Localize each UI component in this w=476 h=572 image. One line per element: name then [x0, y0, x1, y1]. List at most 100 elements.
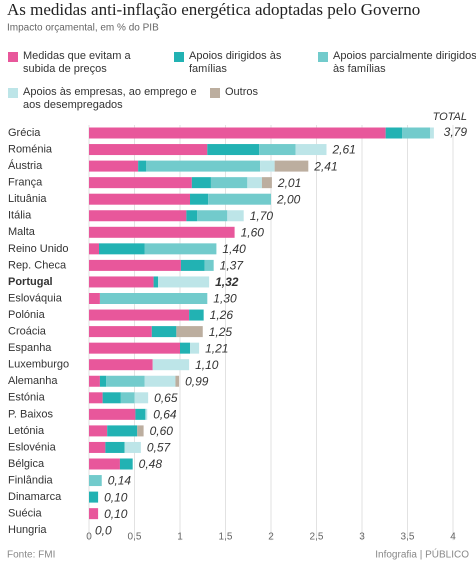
total-label: 2,00	[276, 192, 301, 206]
bar-segment	[189, 309, 204, 321]
legend-label: Apoios parcialmente dirigidos às família…	[333, 50, 476, 75]
bar-segment	[134, 392, 149, 404]
bar-segment	[153, 276, 159, 288]
bar-segment	[89, 326, 152, 338]
total-label: 0,48	[139, 457, 163, 471]
bar-segment	[190, 342, 200, 354]
chart-title: As medidas anti-inflação energética adop…	[7, 0, 420, 19]
bar-segment	[99, 293, 208, 304]
bar-segment	[105, 441, 125, 453]
total-label: 1,37	[220, 259, 245, 273]
bar-segment	[102, 392, 121, 404]
y-tick-label: Reino Unido	[8, 243, 69, 255]
total-label: 0,65	[154, 391, 178, 405]
x-tick-label: 2	[268, 532, 274, 543]
total-label: 0,60	[150, 424, 174, 438]
bar-segment	[259, 144, 296, 156]
x-tick-label: 1	[177, 532, 183, 543]
total-label: 0,99	[185, 374, 209, 388]
y-tick-label: Áustria	[8, 159, 43, 172]
total-label: 0,10	[104, 490, 128, 504]
y-tick-label: Croácia	[8, 326, 47, 338]
total-label: 1,70	[250, 209, 274, 223]
source: Fonte: FMI	[7, 550, 55, 561]
bar-segment	[89, 309, 190, 321]
total-label: 2,41	[313, 159, 337, 173]
y-tick-label: Estónia	[8, 392, 46, 404]
bar-segment	[89, 375, 100, 387]
bar-segment	[89, 160, 139, 172]
bar-segment	[227, 210, 244, 222]
total-label: 1,25	[209, 325, 233, 339]
total-label: 1,40	[222, 242, 246, 256]
y-tick-label: Dinamarca	[8, 491, 62, 503]
bar-segment	[145, 408, 148, 420]
legend-swatch	[174, 52, 184, 62]
total-label: 1,26	[210, 308, 234, 322]
bar-segment	[89, 441, 106, 453]
bar-segment	[295, 144, 327, 156]
x-tick-label: 3	[359, 532, 365, 543]
total-label: 2,01	[277, 176, 301, 190]
bar-segment	[89, 276, 154, 288]
y-tick-label: França	[8, 177, 43, 189]
y-tick-label: Hungria	[8, 524, 47, 536]
bar-segment	[247, 177, 262, 189]
bar-segment	[106, 375, 145, 387]
total-label: 2,61	[332, 143, 356, 157]
bar-segment	[180, 342, 191, 354]
bar-segment	[89, 193, 191, 205]
bar-segment	[186, 210, 198, 222]
bar-segment	[261, 177, 272, 189]
bar-segment	[151, 326, 177, 338]
y-tick-label: Alemanha	[8, 375, 58, 387]
legend-swatch	[318, 52, 328, 62]
bar-segment	[89, 508, 99, 520]
bar-segment	[138, 160, 147, 172]
legend-swatch	[8, 52, 18, 62]
y-tick-label: Luxemburgo	[8, 359, 69, 371]
legend-label: Outros	[225, 86, 259, 98]
x-tick-label: 4	[450, 532, 456, 543]
y-tick-label: Polónia	[8, 309, 46, 321]
bar-segment	[190, 193, 209, 205]
bar-segment	[89, 144, 208, 156]
total-label: 3,79	[444, 125, 468, 139]
legend-label: Apoios dirigidos às famílias	[189, 50, 282, 75]
y-tick-label: Espanha	[8, 342, 52, 354]
total-label: 0,14	[108, 474, 132, 488]
bar-segment	[274, 160, 309, 172]
y-tick-label: Roménia	[8, 143, 53, 155]
total-label: 1,21	[205, 341, 228, 355]
bar-segment	[89, 210, 187, 222]
bar-segment	[385, 127, 403, 139]
bar-segment	[180, 259, 205, 271]
bar-segment	[89, 177, 192, 189]
bar-segment	[158, 276, 210, 288]
total-label: 0,0	[95, 523, 112, 537]
chart-subtitle: Impacto orçamental, em % do PIB	[7, 23, 159, 34]
bar-segment	[152, 359, 190, 371]
y-tick-label: Suécia	[8, 508, 43, 520]
bar-segment	[89, 342, 180, 354]
bar-segment	[402, 127, 431, 139]
bar-segment	[430, 127, 434, 139]
bar-segment	[120, 392, 135, 404]
bar-segment	[124, 441, 141, 453]
bar-segment	[89, 392, 103, 404]
bar-segment	[144, 243, 217, 255]
bar-segment	[89, 243, 100, 255]
total-label: 1,30	[213, 292, 237, 306]
legend-label: Medidas que evitam a subida de preços	[23, 50, 131, 75]
bar-segment	[89, 226, 235, 238]
bar-segment	[175, 375, 180, 387]
legend-swatch	[210, 88, 220, 98]
x-tick-label: 3,5	[401, 532, 415, 543]
y-tick-label: Portugal	[8, 276, 53, 288]
bar-segment	[204, 259, 214, 271]
y-tick-label: Eslováquia	[8, 292, 63, 304]
bar-segment	[89, 458, 120, 470]
total-label: 0,57	[147, 441, 172, 455]
